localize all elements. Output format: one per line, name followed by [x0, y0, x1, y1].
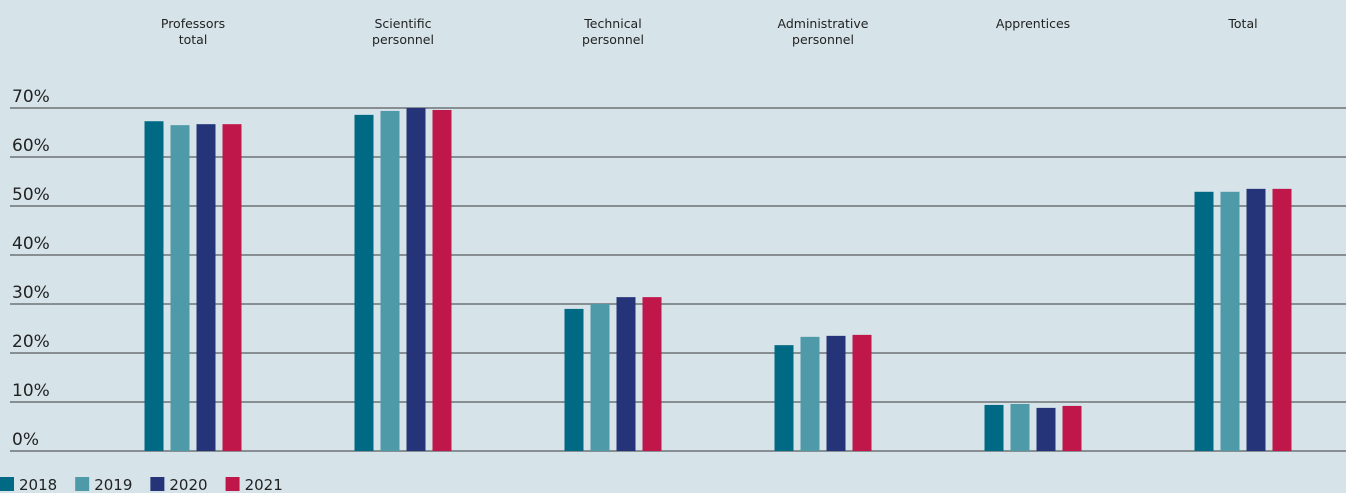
legend-swatch	[150, 477, 165, 491]
bar	[590, 304, 610, 451]
legend-swatch	[0, 477, 14, 491]
bar	[144, 121, 164, 451]
bar	[1246, 188, 1266, 451]
bar	[222, 124, 242, 452]
bar	[852, 334, 872, 451]
bar	[380, 110, 400, 451]
bar	[1220, 191, 1240, 452]
bar	[616, 297, 636, 451]
y-tick-label: 0%	[12, 430, 39, 450]
bar	[564, 308, 584, 451]
bar	[354, 114, 374, 452]
bar	[1272, 188, 1292, 451]
y-tick-label: 10%	[12, 381, 50, 401]
y-tick-label: 50%	[12, 185, 50, 205]
bar	[1010, 403, 1030, 451]
bar	[800, 336, 820, 451]
bar	[170, 125, 190, 452]
legend-label: 2018	[19, 476, 57, 493]
category-label: Professors total	[160, 16, 226, 47]
bar	[774, 345, 794, 451]
category-label: Scientific personnel	[372, 16, 434, 47]
legend-label: 2020	[169, 476, 207, 493]
bar	[984, 404, 1004, 451]
legend-swatch	[75, 477, 90, 491]
category-label: Technical personnel	[582, 16, 644, 47]
category-label: Apprentices	[995, 16, 1071, 31]
bar	[642, 297, 662, 451]
y-tick-label: 70%	[12, 87, 50, 107]
legend-label: 2021	[245, 476, 283, 493]
y-tick-label: 30%	[12, 283, 50, 303]
category-label: Total	[1228, 16, 1258, 31]
legend-swatch	[225, 477, 240, 491]
y-tick-label: 20%	[12, 332, 50, 352]
bar	[196, 124, 216, 452]
legend-label: 2019	[94, 476, 132, 493]
bar	[1062, 405, 1082, 451]
bar	[406, 108, 426, 451]
y-tick-label: 60%	[12, 136, 50, 156]
bar	[1194, 191, 1214, 452]
category-label: Administrative personnel	[777, 16, 869, 47]
y-tick-label: 40%	[12, 234, 50, 254]
bar	[1036, 407, 1056, 451]
bar	[826, 335, 846, 451]
bar	[432, 109, 452, 452]
